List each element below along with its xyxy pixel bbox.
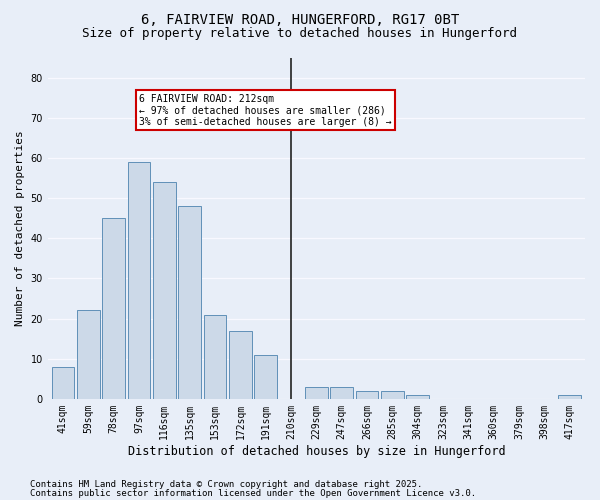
Bar: [203, 314, 226, 399]
Bar: [356, 391, 379, 399]
Text: Size of property relative to detached houses in Hungerford: Size of property relative to detached ho…: [83, 28, 517, 40]
Bar: [178, 206, 201, 399]
Bar: [153, 182, 176, 399]
Bar: [381, 391, 404, 399]
Y-axis label: Number of detached properties: Number of detached properties: [15, 130, 25, 326]
Bar: [254, 354, 277, 399]
Bar: [229, 330, 252, 399]
Bar: [102, 218, 125, 399]
Text: 6 FAIRVIEW ROAD: 212sqm
← 97% of detached houses are smaller (286)
3% of semi-de: 6 FAIRVIEW ROAD: 212sqm ← 97% of detache…: [139, 94, 392, 127]
X-axis label: Distribution of detached houses by size in Hungerford: Distribution of detached houses by size …: [128, 444, 505, 458]
Text: 6, FAIRVIEW ROAD, HUNGERFORD, RG17 0BT: 6, FAIRVIEW ROAD, HUNGERFORD, RG17 0BT: [141, 12, 459, 26]
Bar: [559, 395, 581, 399]
Bar: [305, 387, 328, 399]
Bar: [77, 310, 100, 399]
Bar: [52, 366, 74, 399]
Bar: [128, 162, 151, 399]
Text: Contains public sector information licensed under the Open Government Licence v3: Contains public sector information licen…: [30, 488, 476, 498]
Bar: [406, 395, 429, 399]
Text: Contains HM Land Registry data © Crown copyright and database right 2025.: Contains HM Land Registry data © Crown c…: [30, 480, 422, 489]
Bar: [331, 387, 353, 399]
